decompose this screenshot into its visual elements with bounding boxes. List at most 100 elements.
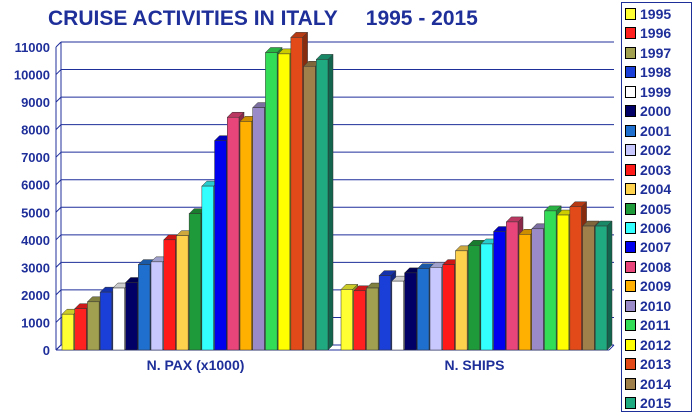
legend-item: 2002 [625,140,671,160]
legend-label: 2009 [640,278,672,295]
y-tick-label: 8000 [21,123,50,138]
bar-1996-0 [74,308,87,351]
bar-2005-0 [188,213,202,351]
legend-label: 2012 [640,336,672,353]
bar-1999-1 [391,280,404,351]
gridline-side [55,344,62,351]
bar-2012-1 [556,214,570,351]
gridline-side [55,262,62,268]
legend-label: 2006 [640,219,672,236]
bar-2006-0 [201,185,214,351]
chart-title-years: 1995 - 2015 [365,7,478,30]
gridline-side [55,206,62,213]
bar-2008-0 [227,116,240,351]
legend-label: 1995 [640,6,672,22]
legend-swatch [625,358,636,371]
y-tick-label: 7000 [21,150,50,165]
chart-title: CRUISE ACTIVITIES IN ITALY 1995 - 2015 [48,7,478,31]
bar-2003-1 [442,264,455,351]
legend-swatch [625,66,636,79]
bar-1996-1 [353,290,366,351]
bar-2015-1 [595,225,608,351]
bar-2009-1 [518,234,531,351]
legend-swatch [625,124,636,137]
gridline-side [55,179,62,186]
bar-2012-0 [277,53,291,351]
legend-item: 2011 [625,315,670,335]
gridline-side [55,317,62,323]
legend-item: 2004 [625,179,671,199]
legend-item: 2015 [625,393,671,413]
y-tick-label: 9000 [21,95,50,110]
bar-2009-0 [239,121,252,351]
bar-2007-1 [493,231,506,351]
legend-label: 2008 [640,258,672,275]
gridline-side [55,289,62,296]
legend-label: 2004 [640,181,672,198]
bar-1998-0 [99,291,113,351]
bar-2004-1 [455,250,468,351]
bar-side-2015 [606,220,613,351]
legend-swatch [625,85,636,98]
legend-item: 2012 [625,335,671,355]
legend-label: 2015 [640,395,672,411]
gridline-side [55,41,62,48]
bar-1997-1 [366,287,379,351]
legend-swatch [625,241,636,254]
x-category-label: N. SHIPS [445,357,505,373]
bar-2014-1 [582,225,595,351]
bar-2004-0 [176,235,189,351]
bar-2014-0 [303,66,316,351]
bar-1995-0 [61,313,74,351]
legend-item: 2013 [625,354,671,374]
y-tick-label: 4000 [21,233,50,248]
legend-item: 2010 [625,296,671,316]
legend-item: 2009 [625,276,671,296]
legend-item: 2000 [625,101,671,121]
legend-swatch [625,221,636,234]
legend-item: 2003 [625,160,671,180]
bar-2013-0 [290,37,303,351]
legend-item: 1999 [625,82,671,102]
legend-swatch [625,46,636,59]
legend-label: 2011 [640,317,671,334]
bar-side-2015 [327,53,334,351]
gridline-side [55,151,62,158]
bar-2010-1 [531,228,544,351]
legend-swatch [625,397,636,409]
legend-label: 2010 [640,297,672,314]
legend-label: 2003 [640,161,672,178]
legend-label: 2014 [640,375,672,392]
legend-label: 1998 [640,64,672,81]
bar-2015-0 [316,59,329,351]
bar-2005-1 [467,245,481,351]
y-tick-label: 1000 [21,315,50,330]
legend-item: 1997 [625,43,671,63]
legend-swatch [625,27,636,40]
legend-item: 1998 [625,62,671,82]
legend-label: 2005 [640,200,672,217]
legend-label: 1996 [640,25,672,42]
y-tick-label: 0 [43,343,50,358]
legend-swatch [625,8,636,20]
y-tick-label: 6000 [21,178,50,193]
y-tick-label: 10000 [14,68,50,83]
legend-label: 2001 [640,122,672,139]
bar-2010-0 [252,107,265,351]
legend-item: 1996 [625,23,671,43]
bar-2011-1 [544,210,557,351]
bar-1997-0 [87,301,100,351]
legend-label: 2000 [640,103,672,120]
legend-swatch [625,202,636,215]
bar-1995-1 [340,289,353,351]
legend-item: 2008 [625,257,671,277]
bar-2011-0 [265,52,278,351]
bar-2008-1 [506,221,519,351]
bar-2000-1 [404,272,417,351]
legend-item: 1995 [625,4,671,24]
legend-swatch [625,183,636,196]
gridline-side [55,69,62,75]
legend-item: 2007 [625,237,671,257]
bar-2007-0 [214,140,227,351]
legend-swatch [625,280,636,293]
